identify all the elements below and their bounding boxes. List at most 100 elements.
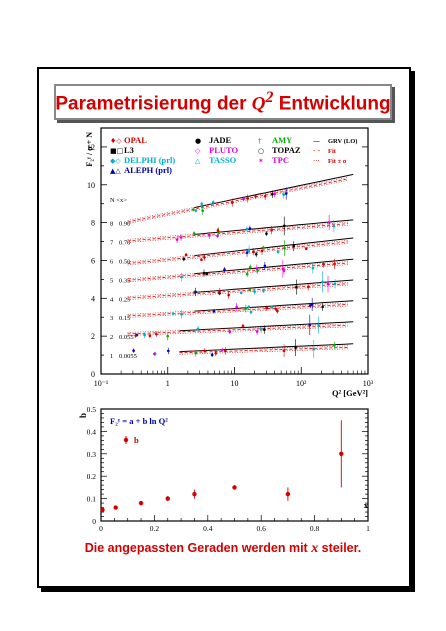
fit-line — [127, 178, 348, 223]
data-point — [304, 247, 308, 251]
y-tick-label: 2 — [91, 332, 95, 341]
data-point — [249, 310, 253, 314]
x-tick-label: 10⁻¹ — [94, 379, 109, 388]
data-point — [270, 228, 273, 232]
legend-symbol: — — [313, 137, 320, 145]
data-point — [201, 209, 205, 212]
x-tick-label: 1 — [366, 524, 370, 533]
b-point — [232, 485, 237, 490]
b-point — [192, 491, 197, 497]
data-point — [332, 224, 336, 228]
legend-symbol: △ — [195, 157, 201, 165]
x-tick-label: 0.8 — [310, 524, 320, 533]
data-point — [292, 244, 296, 248]
fit-sigma-line — [127, 261, 348, 279]
y-tick-label: 0 — [92, 517, 96, 526]
data-point — [241, 324, 245, 328]
legend-label: DELPHI (prl) — [124, 155, 175, 165]
data-point — [155, 332, 158, 336]
data-point — [230, 201, 234, 204]
b-point — [165, 496, 170, 501]
x-tick-label: 0.2 — [150, 524, 160, 533]
legend-label: TASSO — [209, 155, 237, 165]
data-point — [212, 309, 216, 313]
x-axis-label: x — [364, 500, 369, 510]
data-point — [227, 293, 231, 297]
data-point — [265, 306, 269, 310]
data-point — [333, 282, 337, 286]
data-point — [263, 264, 267, 268]
data-point — [171, 312, 175, 315]
data-point — [167, 349, 170, 353]
data-point — [321, 305, 324, 309]
data-point — [200, 202, 204, 206]
data-point — [263, 328, 266, 331]
data-point — [311, 266, 315, 270]
y-tick-label: 6 — [91, 256, 95, 265]
data-point — [153, 352, 156, 356]
data-point — [179, 236, 183, 239]
slide-title: Parametrisierung der Q2 Entwicklung — [55, 88, 391, 115]
data-point — [274, 307, 278, 311]
data-point — [184, 253, 188, 257]
legend-label: AMY — [272, 135, 292, 145]
data-point — [148, 334, 152, 338]
data-point — [255, 330, 259, 333]
data-point — [216, 234, 219, 238]
bin-n-label: 5 — [110, 277, 113, 284]
y-tick-label: 12 — [87, 143, 95, 152]
bin-x-label: 0.055 — [119, 334, 134, 341]
data-point — [306, 285, 310, 289]
data-point — [182, 257, 186, 261]
n-header: N <x> — [110, 197, 127, 204]
data-point — [175, 238, 179, 241]
data-point — [308, 323, 312, 327]
bin-n-label: 1 — [110, 353, 113, 360]
data-point — [282, 269, 286, 272]
data-point — [260, 249, 264, 253]
data-point — [194, 290, 197, 294]
y-tick-label: 0.3 — [87, 450, 97, 459]
data-point — [283, 246, 286, 250]
bin-x-label: 0.70 — [119, 240, 130, 247]
fit-line — [179, 346, 348, 354]
data-point — [295, 285, 298, 289]
data-point — [248, 227, 252, 230]
bin-n-label: 6 — [110, 258, 114, 265]
data-point — [248, 288, 252, 292]
legend-label: L3 — [124, 145, 134, 155]
fit-line — [127, 304, 348, 317]
data-point — [203, 349, 207, 353]
bin-x-label: 0.0055 — [119, 353, 137, 360]
data-point — [245, 227, 249, 231]
legend-label: OPAL — [124, 135, 147, 145]
legend-symbol: ▲△ — [110, 167, 121, 175]
data-point — [273, 192, 276, 196]
x-tick-label: 10³ — [363, 379, 374, 388]
data-point — [202, 271, 206, 275]
fit-sigma-line — [127, 221, 348, 240]
fit-sigma-line — [179, 348, 348, 355]
data-point — [282, 224, 286, 228]
y-axis-label: F₂ᵞ / α + N — [85, 132, 94, 167]
data-point — [134, 334, 137, 337]
data-point — [327, 221, 331, 224]
data-point — [239, 291, 243, 295]
fit-sigma-line — [127, 180, 348, 224]
fit-line — [127, 262, 348, 281]
bin-x-label: 0.35 — [119, 277, 130, 284]
caption: Die angepassten Geraden werden mit x ste… — [84, 541, 362, 556]
slide-frame — [37, 67, 411, 588]
data-point — [276, 309, 279, 313]
bin-n-label: 2 — [110, 334, 113, 341]
legend-label: GRV (LO) — [328, 138, 357, 145]
b-point — [138, 500, 144, 506]
fit-sigma-line — [127, 240, 348, 263]
legend-symbol: ◆◇ — [110, 157, 121, 165]
fit-sigma-line — [179, 345, 348, 352]
data-point — [321, 280, 324, 284]
y-tick-label: 10 — [87, 181, 95, 190]
legend-label: b — [134, 435, 139, 445]
fit-sigma-line — [127, 243, 348, 266]
